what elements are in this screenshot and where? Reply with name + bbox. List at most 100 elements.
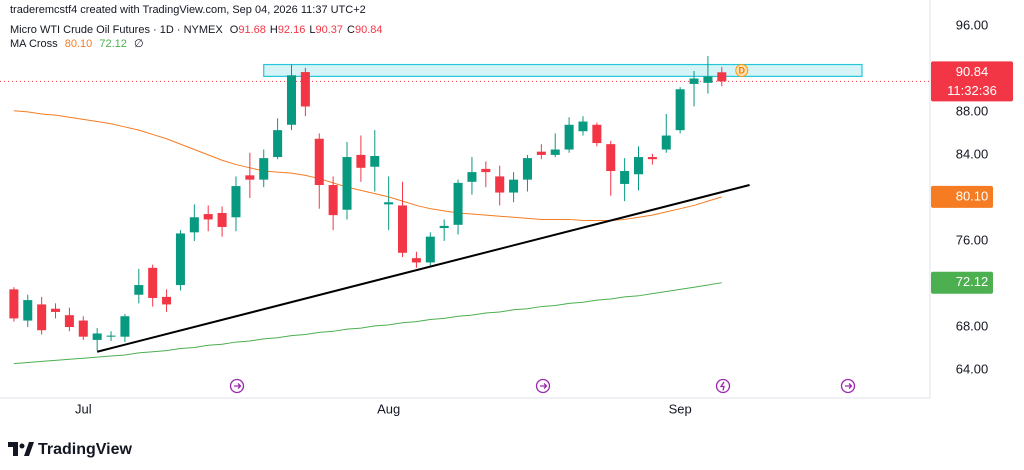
brand-text: TradingView	[38, 441, 133, 458]
brand-logo	[8, 442, 34, 456]
event-icon[interactable]	[840, 378, 856, 394]
indicator-symbol: ∅	[133, 38, 144, 50]
ma-line	[13, 110, 722, 222]
candle-body	[92, 333, 102, 340]
candle-body	[467, 172, 477, 182]
ma-badge	[931, 185, 993, 208]
candle-body	[356, 154, 366, 168]
candle-body	[175, 233, 185, 286]
x-tick-label: Sep	[669, 401, 692, 416]
candle-body	[703, 76, 713, 83]
candle-body	[286, 75, 297, 125]
candle-body	[300, 72, 310, 107]
candle-body	[425, 236, 435, 263]
candle-body	[217, 212, 227, 227]
candle-body	[481, 168, 491, 173]
y-tick-label: 68.00	[956, 318, 989, 333]
candle-body	[342, 157, 352, 210]
zone	[263, 63, 863, 77]
marker	[735, 63, 749, 77]
candle-body	[398, 205, 408, 253]
indicator-legend: MA Cross 80.10 72.12 ∅	[10, 37, 148, 50]
logo-dot	[19, 443, 25, 449]
candle-body	[78, 320, 88, 337]
watermark: traderemcstf4 created with TradingView.c…	[10, 4, 370, 16]
candle-body	[120, 316, 130, 337]
candle-body	[245, 175, 255, 180]
candle-body	[106, 335, 116, 337]
candle-body	[536, 151, 546, 155]
candle-body	[134, 285, 144, 295]
ohlc-label: H	[269, 24, 278, 36]
candle-body	[9, 289, 19, 319]
candle-body	[384, 202, 394, 205]
event-icon[interactable]	[535, 378, 551, 394]
ohlc-value: 92.16	[277, 24, 306, 36]
candle-body	[23, 300, 33, 321]
last-price-badge	[931, 61, 1013, 102]
watermark-text: traderemcstf4 created with TradingView.c…	[10, 4, 366, 16]
candle-body	[592, 124, 602, 144]
ohlc-value: 90.37	[315, 24, 343, 36]
event-icon[interactable]	[715, 378, 731, 394]
event-icon-arrow	[234, 383, 242, 389]
x-tick-label: Aug	[377, 401, 400, 416]
logo-shape	[8, 442, 18, 456]
candle-body	[620, 171, 630, 184]
candle-body	[328, 185, 338, 216]
y-tick-label: 64.00	[956, 361, 989, 376]
candle-body	[51, 308, 61, 312]
candle-body	[64, 315, 74, 328]
candle-body	[189, 217, 199, 233]
candle-body	[647, 157, 657, 160]
candle-body	[606, 144, 616, 172]
countdown-label: 11:32:36	[947, 83, 997, 98]
event-icon-arrow	[845, 383, 853, 389]
ma-line	[13, 282, 722, 365]
candle-body	[522, 158, 532, 180]
candle-body	[550, 149, 560, 155]
ohlc-label: L	[309, 24, 316, 36]
logo-shape	[24, 442, 34, 456]
candle-body	[314, 138, 324, 186]
indicator-value: 72.12	[99, 38, 127, 50]
ma-badge-label: 80.10	[956, 188, 989, 203]
y-tick-label: 84.00	[956, 146, 989, 161]
candle-body	[439, 225, 449, 229]
candle-body	[37, 304, 47, 331]
y-tick-label: 88.00	[956, 103, 989, 118]
candle-body	[411, 258, 421, 263]
symbol-legend: Micro WTI Crude Oil Futures · 1D · NYMEX…	[10, 24, 390, 36]
candle-body	[162, 296, 172, 305]
event-icon-arrow	[540, 383, 548, 389]
candle-body	[453, 182, 463, 225]
candle-body	[231, 186, 241, 218]
candle-body	[203, 214, 213, 220]
candle-body	[495, 176, 505, 193]
candle-body	[273, 130, 283, 158]
candle-body	[564, 124, 574, 150]
candle-body	[675, 89, 685, 131]
event-icons	[229, 378, 856, 394]
indicator-value: 80.10	[64, 38, 93, 50]
y-tick-label: 76.00	[956, 232, 989, 247]
event-icon-bolt	[719, 381, 725, 391]
candle-body	[259, 158, 269, 180]
candle-body	[661, 135, 671, 150]
ohlc: O91.68 H92.16 L90.37 C90.84	[230, 24, 387, 36]
ma-badge	[931, 271, 993, 294]
x-tick-label: Jul	[75, 401, 92, 416]
y-tick-label: 96.00	[956, 17, 989, 32]
ohlc-value: 91.68	[238, 24, 266, 36]
marker-label: D	[739, 65, 746, 75]
ohlc-label: O	[229, 24, 239, 36]
candle-body	[689, 78, 699, 84]
event-icon[interactable]	[229, 378, 245, 394]
ma-badge-label: 72.12	[956, 274, 989, 289]
candle-body	[717, 72, 727, 82]
last-price-label: 90.84	[956, 64, 989, 79]
ohlc-label: C	[347, 24, 355, 36]
candle-body	[370, 155, 380, 167]
